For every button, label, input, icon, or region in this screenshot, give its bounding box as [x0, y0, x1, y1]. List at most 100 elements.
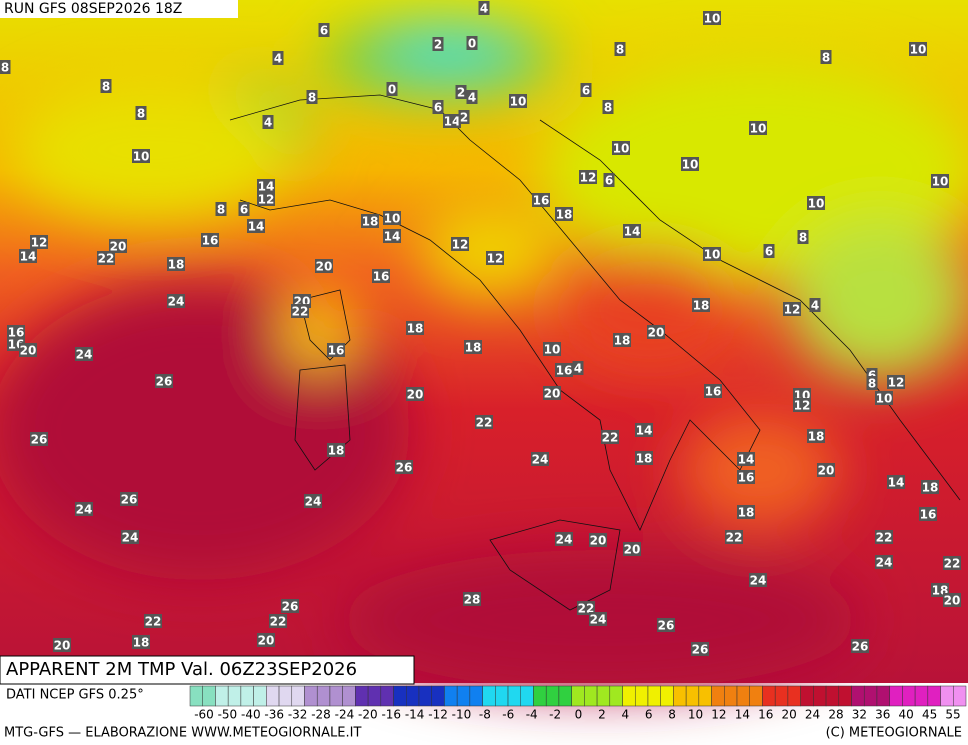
- temperature-label: 20: [544, 387, 561, 401]
- label-box: [532, 193, 550, 207]
- label-box: [121, 530, 139, 544]
- temperature-label: 26: [396, 461, 413, 475]
- label-box: [318, 23, 330, 37]
- temperature-label: 0: [468, 37, 476, 51]
- label-box: [783, 302, 801, 316]
- colorbar-label: 2: [598, 708, 606, 722]
- temperature-label: 8: [1, 61, 9, 75]
- temperature-label: 20: [258, 634, 275, 648]
- temperature-label: 26: [852, 640, 869, 654]
- colorbar-cell: [482, 685, 496, 707]
- label-box: [19, 343, 37, 357]
- temperature-label: 26: [121, 493, 138, 507]
- temperature-label: 24: [76, 503, 93, 517]
- temperature-label: 20: [818, 464, 835, 478]
- label-box: [589, 533, 607, 547]
- temperature-label: 24: [750, 574, 767, 588]
- temperature-label: 20: [590, 534, 607, 548]
- colorbar-cell: [787, 685, 801, 707]
- colorbar-cell: [278, 685, 293, 707]
- label-box: [315, 259, 333, 273]
- colorbar-cell: [736, 685, 750, 707]
- label-box: [943, 556, 961, 570]
- temperature-label: 2: [434, 38, 442, 52]
- colorbar-label: -60: [194, 708, 214, 722]
- temperature-label: 18: [168, 258, 185, 272]
- colorbar-cell: [215, 685, 229, 707]
- label-box: [875, 555, 893, 569]
- label-box: [875, 530, 893, 544]
- colorbar-label: -2: [549, 708, 561, 722]
- colorbar-label: -20: [358, 708, 378, 722]
- colorbar-cell: [189, 685, 203, 707]
- colorbar-cell: [266, 685, 280, 707]
- temperature-label: 8: [616, 43, 624, 57]
- label-box: [466, 90, 478, 104]
- colorbar-cell: [762, 685, 776, 707]
- temperature-label: 10: [704, 12, 721, 26]
- label-box: [921, 480, 939, 494]
- label-box: [509, 94, 527, 108]
- temperature-label: 6: [765, 245, 773, 259]
- label-box: [579, 170, 597, 184]
- temperature-label: 8: [604, 101, 612, 115]
- colorbar-cell: [673, 685, 687, 707]
- label-box: [383, 211, 401, 225]
- temperature-label: 6: [582, 84, 590, 98]
- temperature-label: 14: [738, 453, 755, 467]
- colorbar-label: 16: [758, 708, 773, 722]
- temperature-label: 6: [868, 369, 876, 383]
- temperature-label: 14: [444, 115, 461, 129]
- temperature-label: 10: [384, 212, 401, 226]
- colorbar-cell: [634, 685, 649, 707]
- temperature-label: 10: [932, 175, 949, 189]
- label-box: [75, 347, 93, 361]
- temperature-label: 16: [328, 344, 345, 358]
- colorbar-cell: [876, 685, 890, 707]
- label-box: [635, 423, 653, 437]
- colorbar-cell: [545, 685, 560, 707]
- label-box: [100, 79, 112, 93]
- colorbar-cell: [596, 685, 611, 707]
- label-box: [580, 83, 592, 97]
- colorbar-cell: [444, 685, 458, 707]
- label-box: [555, 363, 573, 377]
- label-box: [304, 494, 322, 508]
- label-box: [725, 530, 743, 544]
- colorbar-label: -28: [311, 708, 331, 722]
- label-box: [238, 202, 250, 216]
- label-box: [120, 492, 138, 506]
- temperature-label: 12: [580, 171, 597, 185]
- colorbar-cell: [431, 685, 445, 707]
- temperature-label: 22: [876, 531, 893, 545]
- colorbar-label: -36: [264, 708, 284, 722]
- colorbar-cell: [622, 685, 636, 707]
- label-box: [281, 599, 299, 613]
- colorbar-label: 55: [945, 708, 960, 722]
- colorbar-label: -50: [218, 708, 238, 722]
- temperature-label: 6: [240, 203, 248, 217]
- colorbar-label: 45: [922, 708, 937, 722]
- colorbar-cell: [291, 685, 305, 707]
- temperature-label: 6: [320, 24, 328, 38]
- colorbar-label: 36: [875, 708, 890, 722]
- colorbar-cell: [825, 685, 840, 707]
- temperature-label: 10: [704, 248, 721, 262]
- colorbar-cell: [647, 685, 661, 707]
- temperature-label: 24: [168, 295, 185, 309]
- temperature-label: 22: [145, 615, 162, 629]
- colorbar-cell: [456, 685, 471, 707]
- colorbar-cell: [838, 685, 852, 707]
- colorbar-label: 10: [688, 708, 703, 722]
- colorbar-label: -14: [405, 708, 425, 722]
- colorbar-label: -12: [428, 708, 448, 722]
- colorbar-cell: [953, 685, 967, 707]
- colorbar-label: 0: [575, 708, 583, 722]
- temperature-label: 14: [384, 230, 401, 244]
- colorbar: -60 -50 -40 -36 -32 -28 -24 -20 -16 -14 -12 -10 -8 -6…: [189, 685, 967, 722]
- label-box: [383, 229, 401, 243]
- source-label: DATI NCEP GFS 0.25°: [6, 688, 144, 703]
- temperature-label: 24: [122, 531, 139, 545]
- temperature-label: 8: [868, 377, 876, 391]
